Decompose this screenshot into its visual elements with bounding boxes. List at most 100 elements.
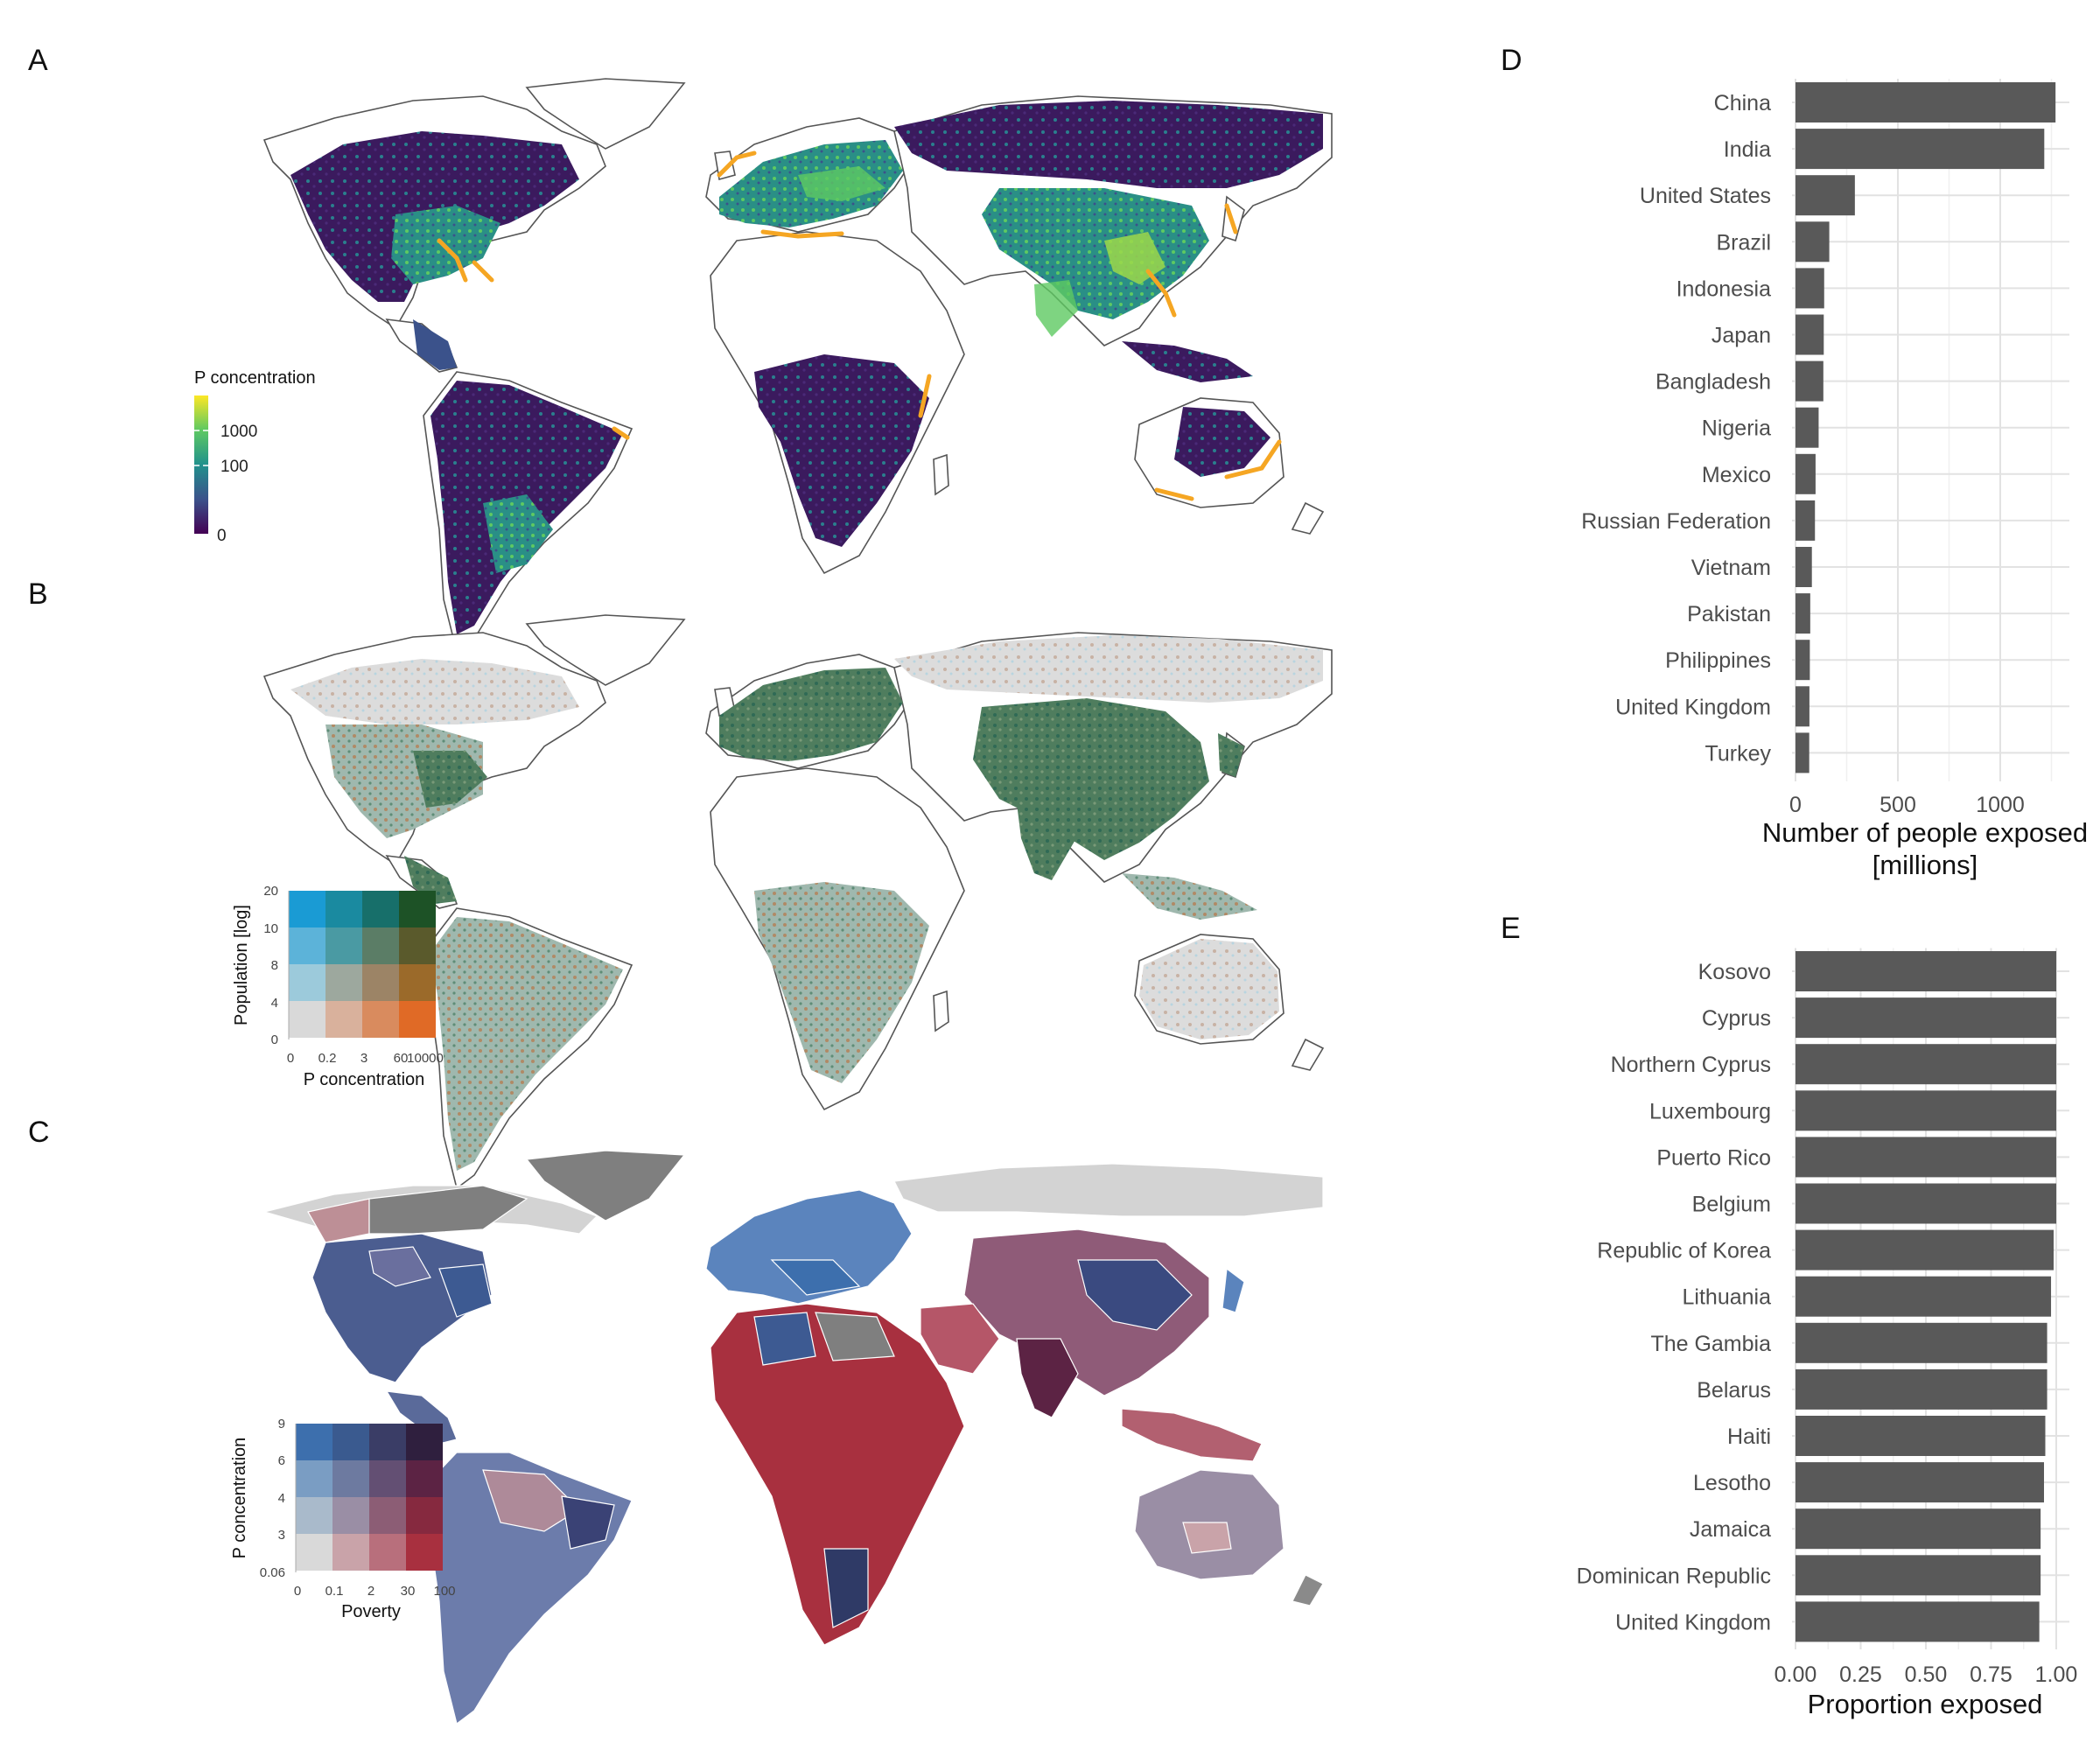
- map-c-legend-cell-2-1: [332, 1497, 369, 1534]
- map-b-legend-cell-3-1: [326, 1001, 362, 1038]
- map-a-legend-tick-100: 100: [220, 458, 248, 476]
- map-c-legend-cell-1-0: [296, 1460, 332, 1497]
- panel-letter-a: A: [28, 44, 48, 77]
- chartD-category-label-6: Bangladesh: [1656, 370, 1771, 395]
- map-b-legend-xtick-02: 0.2: [318, 1051, 337, 1066]
- chartD-tick-label-1: 500: [1880, 793, 1916, 817]
- chartE-category-label-10: Haiti: [1727, 1424, 1771, 1449]
- map-b-legend-ytick-8: 8: [271, 958, 278, 973]
- map-c-legend-cell-1-1: [332, 1460, 369, 1497]
- chartE-bar-13: [1796, 1555, 2041, 1596]
- chartE-category-label-0: Kosovo: [1698, 960, 1771, 984]
- map-c-legend-xlabel: Poverty: [341, 1602, 401, 1621]
- map-c-legend-xtick-100: 100: [433, 1584, 455, 1599]
- chartD-category-label-10: Vietnam: [1691, 556, 1771, 580]
- chartD-bar-3: [1796, 221, 1830, 262]
- map-c-legend-ylabel: P concentration: [230, 1438, 249, 1559]
- map-c-legend-ytick-6: 6: [278, 1453, 285, 1468]
- map-a: [263, 78, 1333, 653]
- map-a-legend: P concentration 1000 100 0: [194, 368, 316, 545]
- chartD-category-label-9: Russian Federation: [1581, 509, 1771, 534]
- chartE-category-label-8: The Gambia: [1650, 1332, 1771, 1356]
- chartD-bar-13: [1796, 686, 1810, 727]
- map-b-legend-cell-1-0: [289, 928, 326, 964]
- map-c-base: [262, 1150, 1324, 1726]
- chartD-bar-1: [1796, 129, 2045, 170]
- chartE-tick-label-0: 0.00: [1774, 1662, 1817, 1687]
- map-b-legend-cell-1-2: [362, 928, 399, 964]
- chartE-category-label-1: Cyprus: [1702, 1006, 1771, 1031]
- chart-d-gridlines: [1792, 79, 2069, 781]
- map-b-legend-ytick-20: 20: [263, 884, 278, 899]
- map-b-legend-cell-0-0: [289, 891, 326, 928]
- map-c: [262, 1150, 1324, 1726]
- chartD-category-label-0: China: [1714, 91, 1771, 116]
- map-b-legend-cell-2-2: [362, 964, 399, 1001]
- map-c-legend-cell-0-1: [332, 1424, 369, 1460]
- chartD-category-label-3: Brazil: [1716, 230, 1771, 255]
- map-b-legend-xtick-10000: 10000: [407, 1051, 444, 1066]
- chartE-bar-4: [1796, 1137, 2056, 1178]
- map-b-legend-xtick-3: 3: [360, 1051, 368, 1066]
- chartE-tick-label-4: 1.00: [2035, 1662, 2078, 1687]
- map-c-legend-cell-3-1: [332, 1534, 369, 1571]
- chartE-category-label-12: Jamaica: [1690, 1517, 1771, 1542]
- map-b-legend-cell-1-1: [326, 928, 362, 964]
- map-c-legend-cell-3-2: [369, 1534, 406, 1571]
- chartD-category-label-13: United Kingdom: [1615, 695, 1771, 719]
- map-a-legend-title: P concentration: [194, 368, 316, 388]
- chartD-bar-5: [1796, 314, 1824, 355]
- chartD-category-label-1: India: [1724, 137, 1771, 162]
- panel-letter-d: D: [1501, 44, 1522, 77]
- chartD-bar-2: [1796, 175, 1855, 216]
- chartE-category-label-6: Republic of Korea: [1597, 1239, 1771, 1264]
- map-b-legend-ytick-4: 4: [271, 996, 278, 1011]
- map-b-legend-cell-0-1: [326, 891, 362, 928]
- chartE-bar-11: [1796, 1462, 2044, 1503]
- chartE-category-label-5: Belgium: [1692, 1193, 1771, 1217]
- map-b-legend-cell-2-0: [289, 964, 326, 1001]
- map-c-legend-xtick-30: 30: [401, 1584, 416, 1599]
- map-a-colorbar: [194, 396, 208, 534]
- map-c-legend-cell-1-3: [406, 1460, 443, 1497]
- map-c-legend-grid: [296, 1424, 443, 1571]
- chart-e-bars: [1796, 951, 2056, 1642]
- map-b-legend-xtick-0: 0: [287, 1051, 294, 1066]
- chart-d-xlabel-line2: [millions]: [1872, 850, 1978, 880]
- chartE-bar-1: [1796, 998, 2056, 1039]
- chartD-category-label-14: Turkey: [1705, 741, 1772, 766]
- chart-e-category-labels: Kosovo Cyprus Northern Cyprus Luxembourg Pue…: [1577, 960, 1771, 1634]
- map-a-legend-tick-0: 0: [217, 527, 227, 545]
- chartE-bar-14: [1796, 1601, 2040, 1642]
- map-b-legend-xtick-60: 60: [394, 1051, 409, 1066]
- map-c-legend-cell-2-3: [406, 1497, 443, 1534]
- chartD-bar-14: [1796, 732, 1810, 774]
- map-c-legend-cell-2-0: [296, 1497, 332, 1534]
- map-a-legend-ticks: [194, 430, 208, 466]
- map-b-legend-ytick-10: 10: [263, 921, 278, 936]
- chartD-category-label-12: Philippines: [1665, 648, 1771, 673]
- chart-e-tick-labels: 0.00 0.25 0.50 0.75 1.00: [1774, 1662, 2078, 1687]
- map-c-legend-cell-0-0: [296, 1424, 332, 1460]
- chartE-bar-5: [1796, 1183, 2056, 1224]
- chart-d-bars: [1796, 82, 2056, 774]
- chartD-bar-7: [1796, 407, 1819, 448]
- chart-e: Kosovo Cyprus Northern Cyprus Luxembourg Pue…: [1577, 948, 2078, 1719]
- chartE-category-label-4: Puerto Rico: [1656, 1145, 1771, 1170]
- chartE-bar-8: [1796, 1322, 2048, 1363]
- chartE-category-label-7: Lithuania: [1683, 1285, 1772, 1310]
- chartD-bar-11: [1796, 593, 1810, 634]
- chartE-bar-3: [1796, 1090, 2056, 1131]
- map-c-legend-ytick-3: 3: [278, 1528, 285, 1543]
- chartD-bar-10: [1796, 547, 1812, 587]
- chartD-category-label-5: Japan: [1712, 324, 1771, 348]
- chartE-bar-10: [1796, 1416, 2046, 1456]
- map-b-legend-cell-3-2: [362, 1001, 399, 1038]
- map-b-fill: [290, 635, 1323, 1171]
- chartE-bar-6: [1796, 1229, 2054, 1270]
- chartD-bar-4: [1796, 268, 1824, 309]
- chartD-category-label-11: Pakistan: [1687, 602, 1771, 626]
- map-c-legend-xtick-0: 0: [294, 1584, 301, 1599]
- map-c-legend-cell-3-3: [406, 1534, 443, 1571]
- map-b-legend-cell-0-3: [399, 891, 436, 928]
